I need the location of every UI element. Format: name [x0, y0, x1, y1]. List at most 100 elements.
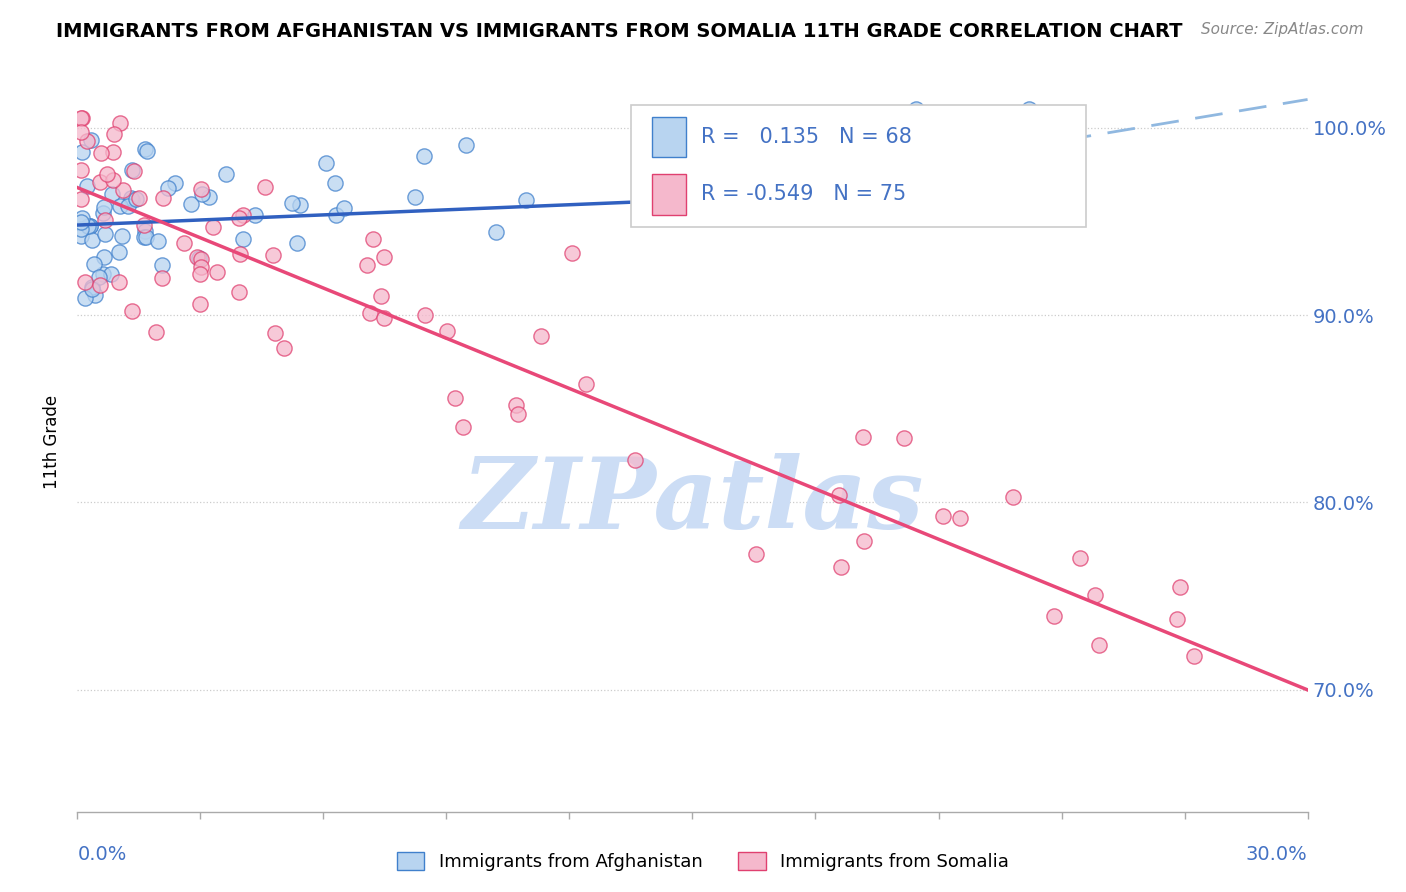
Point [929, 185, 952, 199]
Point [70, 229, 93, 244]
Point [163, 176, 186, 190]
Point [1087, 639, 1109, 653]
Point [232, 231, 254, 245]
Point [253, 180, 276, 194]
Point [198, 190, 221, 204]
Point [91, 205, 114, 219]
Point [173, 235, 195, 250]
Point [515, 194, 537, 208]
Point [79, 219, 101, 234]
Point [96, 167, 118, 181]
Text: 30.0%: 30.0% [1246, 845, 1308, 864]
Point [134, 224, 156, 238]
Point [1002, 490, 1025, 504]
Point [506, 407, 529, 421]
Point [122, 164, 145, 178]
Point [90, 145, 112, 160]
Point [157, 180, 180, 194]
Point [1035, 159, 1057, 173]
Point [76, 179, 98, 194]
Point [100, 267, 122, 281]
Text: R =   0.135   N = 68: R = 0.135 N = 68 [702, 127, 912, 147]
Point [243, 208, 266, 222]
Point [82, 282, 104, 296]
Point [1018, 102, 1040, 116]
Point [505, 398, 527, 412]
Point [73, 291, 96, 305]
Point [190, 182, 212, 196]
Point [288, 198, 311, 212]
Point [82, 233, 104, 247]
Point [229, 247, 252, 261]
Point [356, 258, 378, 272]
Point [152, 191, 174, 205]
Point [711, 115, 734, 129]
Bar [652, 117, 686, 157]
Point [879, 160, 901, 174]
Point [117, 199, 139, 213]
Point [84, 288, 107, 302]
Point [70, 112, 93, 126]
Point [188, 267, 211, 281]
Point [75, 275, 97, 289]
Point [145, 326, 167, 340]
Text: IMMIGRANTS FROM AFGHANISTAN VS IMMIGRANTS FROM SOMALIA 11TH GRADE CORRELATION CH: IMMIGRANTS FROM AFGHANISTAN VS IMMIGRANT… [56, 22, 1182, 41]
Point [273, 341, 295, 355]
Point [136, 145, 159, 159]
Point [828, 488, 851, 502]
Point [186, 250, 208, 264]
Point [1168, 580, 1191, 594]
Point [413, 308, 436, 322]
Point [413, 148, 436, 162]
Point [132, 230, 155, 244]
Y-axis label: 11th Grade: 11th Grade [44, 394, 62, 489]
Point [232, 207, 254, 221]
Point [315, 156, 337, 170]
Point [575, 377, 598, 392]
Point [108, 244, 131, 259]
Point [190, 260, 212, 274]
Point [70, 222, 93, 236]
Point [82, 280, 104, 294]
Point [89, 278, 111, 293]
Point [91, 267, 114, 281]
Text: R = -0.549   N = 75: R = -0.549 N = 75 [702, 185, 907, 204]
Point [1069, 551, 1091, 566]
Point [101, 187, 124, 202]
Point [361, 232, 384, 246]
Point [150, 271, 173, 285]
Point [228, 285, 250, 300]
Point [830, 560, 852, 574]
Point [128, 191, 150, 205]
Point [485, 226, 508, 240]
Point [370, 289, 392, 303]
Point [373, 310, 395, 325]
Point [77, 219, 100, 233]
Point [949, 511, 972, 525]
Point [70, 145, 93, 159]
Point [456, 138, 478, 153]
Point [80, 133, 103, 147]
Point [530, 329, 553, 343]
Point [180, 196, 202, 211]
Point [76, 134, 98, 148]
Point [108, 116, 131, 130]
Point [89, 269, 111, 284]
Point [444, 392, 467, 406]
Point [107, 275, 129, 289]
Point [561, 246, 583, 260]
Point [852, 430, 875, 444]
Point [188, 251, 211, 265]
Point [79, 219, 101, 234]
Point [101, 145, 124, 160]
Point [94, 213, 117, 227]
Text: Source: ZipAtlas.com: Source: ZipAtlas.com [1201, 22, 1364, 37]
Point [152, 258, 174, 272]
Point [70, 125, 93, 139]
Point [70, 192, 93, 206]
Point [1166, 612, 1188, 626]
Point [904, 102, 927, 116]
Point [451, 419, 474, 434]
Point [111, 229, 134, 244]
Point [325, 209, 347, 223]
